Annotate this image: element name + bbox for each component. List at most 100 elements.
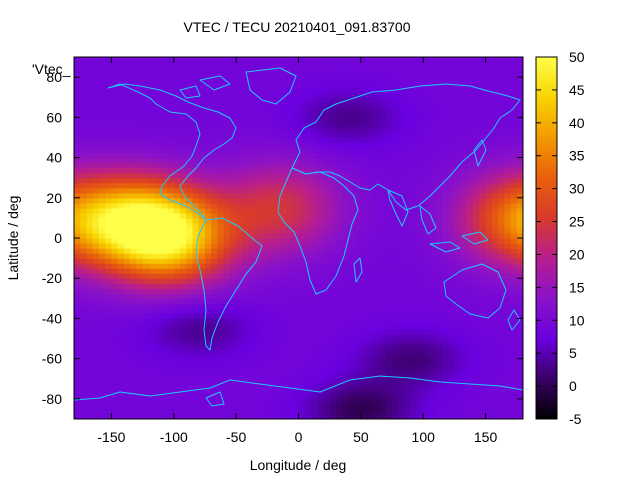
heatmap-cell bbox=[92, 328, 100, 335]
heatmap-cell bbox=[385, 122, 393, 128]
heatmap-cell bbox=[516, 353, 523, 360]
heatmap-cell bbox=[105, 338, 113, 345]
heatmap-cell bbox=[404, 147, 412, 154]
heatmap-cell bbox=[360, 313, 368, 320]
heatmap-cell bbox=[485, 388, 493, 395]
heatmap-cell bbox=[466, 313, 474, 320]
heatmap-cell bbox=[498, 207, 505, 214]
heatmap-cell bbox=[86, 182, 94, 189]
heatmap-cell bbox=[286, 293, 293, 299]
heatmap-cell bbox=[429, 288, 437, 294]
heatmap-cell bbox=[454, 117, 462, 123]
heatmap-cell bbox=[385, 222, 393, 229]
heatmap-cell bbox=[460, 303, 468, 309]
heatmap-cell bbox=[142, 413, 150, 419]
heatmap-cell bbox=[148, 343, 156, 350]
heatmap-cell bbox=[292, 283, 300, 289]
heatmap-cell bbox=[491, 117, 499, 123]
heatmap-cell bbox=[348, 157, 356, 164]
heatmap-cell bbox=[516, 383, 523, 390]
heatmap-cell bbox=[92, 353, 100, 360]
heatmap-cell bbox=[473, 293, 480, 299]
heatmap-cell bbox=[423, 348, 431, 355]
heatmap-cell bbox=[279, 187, 287, 194]
heatmap-cell bbox=[379, 182, 387, 189]
heatmap-cell bbox=[510, 343, 518, 350]
heatmap-cell bbox=[229, 212, 237, 219]
heatmap-cell bbox=[323, 232, 331, 239]
heatmap-cell bbox=[80, 107, 88, 113]
heatmap-cell bbox=[229, 303, 237, 309]
heatmap-cell bbox=[211, 117, 219, 123]
heatmap-cell bbox=[286, 253, 293, 259]
heatmap-cell bbox=[466, 207, 474, 214]
heatmap-cell bbox=[254, 92, 262, 98]
heatmap-cell bbox=[485, 283, 493, 289]
heatmap-cell bbox=[229, 187, 237, 194]
heatmap-cell bbox=[167, 187, 175, 194]
heatmap-cell bbox=[354, 197, 362, 204]
heatmap-cell bbox=[105, 97, 113, 103]
heatmap-cell bbox=[298, 258, 306, 264]
heatmap-cell bbox=[130, 338, 137, 345]
heatmap-cell bbox=[111, 147, 119, 154]
heatmap-cell bbox=[435, 217, 443, 224]
heatmap-cell bbox=[155, 293, 162, 299]
heatmap-cell bbox=[136, 227, 144, 234]
heatmap-cell bbox=[298, 383, 306, 390]
heatmap-cell bbox=[211, 333, 219, 340]
heatmap-cell bbox=[180, 373, 187, 380]
heatmap-cell bbox=[111, 338, 119, 345]
heatmap-cell bbox=[429, 378, 437, 385]
heatmap-cell bbox=[491, 192, 499, 199]
heatmap-cell bbox=[335, 363, 343, 370]
heatmap-cell bbox=[198, 187, 206, 194]
heatmap-cell bbox=[167, 253, 175, 259]
heatmap-cell bbox=[92, 67, 100, 73]
heatmap-cell bbox=[261, 167, 268, 174]
heatmap-cell bbox=[248, 278, 256, 284]
heatmap-cell bbox=[211, 273, 219, 279]
heatmap-cell bbox=[80, 273, 88, 279]
heatmap-cell bbox=[286, 132, 293, 139]
heatmap-cell bbox=[360, 263, 368, 269]
heatmap-cell bbox=[292, 278, 300, 284]
heatmap-cell bbox=[298, 202, 306, 209]
heatmap-cell bbox=[136, 217, 144, 224]
heatmap-cell bbox=[310, 122, 318, 128]
heatmap-cell bbox=[404, 202, 412, 209]
heatmap-cell bbox=[498, 288, 505, 294]
heatmap-cell bbox=[229, 413, 237, 419]
heatmap-cell bbox=[510, 167, 518, 174]
heatmap-cell bbox=[304, 388, 312, 395]
heatmap-cell bbox=[161, 338, 169, 345]
heatmap-cell bbox=[367, 343, 374, 350]
chart-title: VTEC / TECU 20210401_091.83700 bbox=[183, 19, 410, 35]
heatmap-cell bbox=[435, 77, 443, 83]
heatmap-cell bbox=[186, 72, 194, 78]
heatmap-cell bbox=[329, 373, 337, 380]
heatmap-cell bbox=[348, 107, 356, 113]
heatmap-cell bbox=[148, 313, 156, 320]
heatmap-cell bbox=[236, 288, 243, 294]
heatmap-cell bbox=[248, 388, 256, 395]
heatmap-cell bbox=[310, 97, 318, 103]
heatmap-cell bbox=[298, 373, 306, 380]
heatmap-cell bbox=[385, 177, 393, 184]
heatmap-cell bbox=[342, 147, 349, 154]
heatmap-cell bbox=[466, 192, 474, 199]
heatmap-cell bbox=[498, 363, 505, 370]
heatmap-cell bbox=[148, 358, 156, 365]
heatmap-cell bbox=[161, 187, 169, 194]
heatmap-cell bbox=[261, 77, 268, 83]
heatmap-cell bbox=[485, 127, 493, 134]
heatmap-cell bbox=[105, 368, 113, 375]
heatmap-cell bbox=[204, 288, 212, 294]
heatmap-cell bbox=[204, 403, 212, 410]
heatmap-cell bbox=[310, 167, 318, 174]
heatmap-cell bbox=[148, 172, 156, 179]
heatmap-cell bbox=[98, 72, 106, 78]
heatmap-cell bbox=[267, 207, 275, 214]
heatmap-cell bbox=[473, 328, 480, 335]
heatmap-cell bbox=[398, 353, 406, 360]
